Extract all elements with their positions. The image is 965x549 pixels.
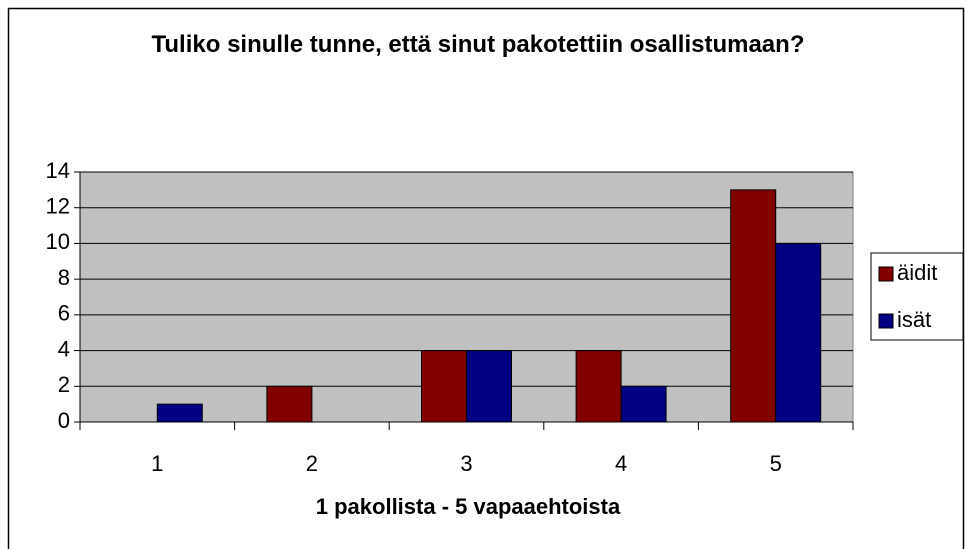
- legend-label: isät: [897, 307, 931, 332]
- y-tick-label: 8: [58, 265, 70, 290]
- bar: [466, 350, 512, 423]
- x-tick-label: 5: [770, 451, 782, 476]
- y-tick-label: 2: [58, 372, 70, 397]
- x-tick-label: 2: [306, 451, 318, 476]
- y-tick-label: 10: [46, 229, 70, 254]
- bar: [620, 385, 667, 423]
- y-tick-label: 6: [58, 301, 70, 326]
- bar: [730, 189, 777, 423]
- bar: [775, 242, 822, 423]
- bar: [266, 385, 313, 423]
- x-tick-label: 4: [615, 451, 627, 476]
- bar: [575, 350, 622, 423]
- y-tick-label: 12: [46, 194, 70, 219]
- legend-swatch: [878, 266, 894, 282]
- x-tick-label: 3: [460, 451, 472, 476]
- bar: [156, 403, 203, 423]
- chart-title: Tuliko sinulle tunne, että sinut pakotet…: [151, 31, 805, 58]
- bar: [421, 350, 467, 423]
- y-tick-label: 4: [58, 336, 70, 361]
- y-tick-label: 14: [46, 158, 70, 183]
- x-tick-label: 1: [151, 451, 163, 476]
- x-axis-title: 1 pakollista - 5 vapaaehtoista: [316, 494, 621, 519]
- legend-label: äidit: [897, 260, 937, 285]
- legend-swatch: [878, 313, 894, 329]
- y-tick-label: 0: [58, 408, 70, 433]
